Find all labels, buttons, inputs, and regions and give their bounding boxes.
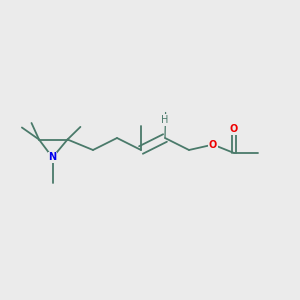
Text: N: N — [48, 152, 57, 163]
Text: H: H — [161, 115, 169, 125]
Text: O: O — [209, 140, 217, 150]
Text: O: O — [230, 124, 238, 134]
